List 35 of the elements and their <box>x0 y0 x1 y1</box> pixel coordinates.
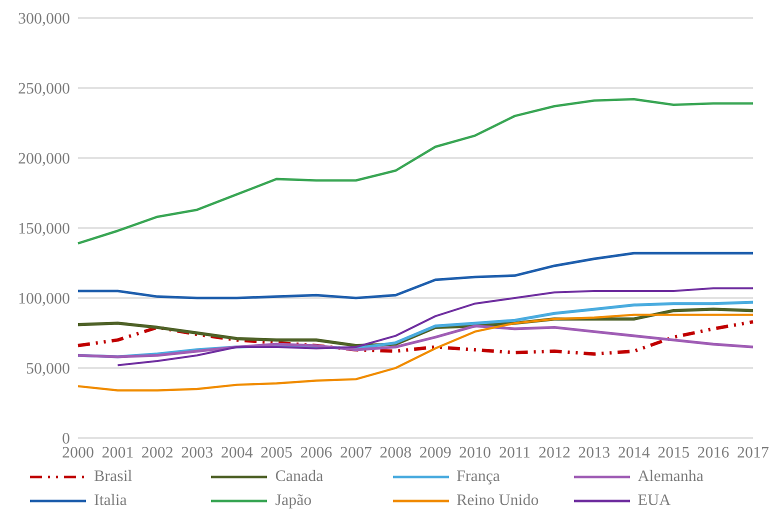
legend-label: Brasil <box>94 468 132 486</box>
x-tick-label: 2003 <box>181 444 214 462</box>
x-tick-label: 2013 <box>578 444 610 462</box>
legend-label: França <box>456 468 500 486</box>
y-tick-label: 100,000 <box>18 290 70 308</box>
x-tick-label: 2015 <box>658 444 690 462</box>
legend-label: Canada <box>275 468 324 486</box>
y-tick-label: 50,000 <box>26 360 70 378</box>
legend-label: Japão <box>275 492 312 510</box>
y-tick-label: 150,000 <box>18 220 70 238</box>
y-tick-label: 250,000 <box>18 80 70 98</box>
y-tick-label: 300,000 <box>18 10 70 28</box>
x-tick-label: 2005 <box>260 444 293 462</box>
legend-label: Italia <box>94 492 127 510</box>
x-tick-label: 2006 <box>300 444 332 462</box>
x-tick-label: 2016 <box>697 444 730 462</box>
line-series <box>76 98 754 245</box>
x-tick-label: 2014 <box>618 444 650 462</box>
x-tick-label: 2010 <box>459 444 492 462</box>
x-tick-label: 2011 <box>499 444 530 462</box>
x-tick-label: 2004 <box>220 444 253 462</box>
line-series <box>76 252 754 300</box>
x-tick-label: 2012 <box>538 444 570 462</box>
line-series <box>76 314 754 392</box>
legend-label: Alemanha <box>638 468 704 486</box>
x-tick-label: 2009 <box>419 444 452 462</box>
x-tick-label: 2017 <box>737 444 769 462</box>
legend-label: EUA <box>638 492 671 510</box>
legend-label: Reino Unido <box>456 492 539 510</box>
y-tick-label: 200,000 <box>18 150 70 168</box>
line-series <box>116 287 754 366</box>
x-tick-label: 2002 <box>141 444 174 462</box>
x-tick-label: 2007 <box>340 444 372 462</box>
x-tick-label: 2008 <box>380 444 412 462</box>
x-tick-label: 2001 <box>102 444 134 462</box>
